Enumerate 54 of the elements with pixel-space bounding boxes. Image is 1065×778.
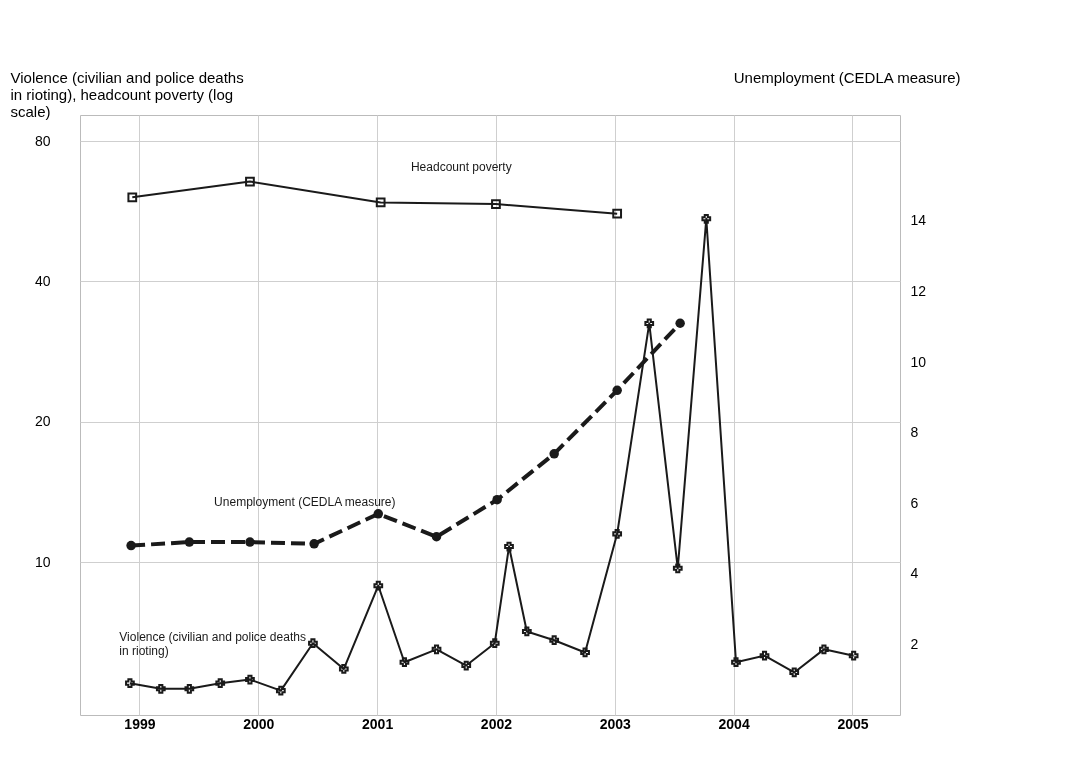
y2-tick-label: 6	[910, 494, 919, 511]
point	[580, 647, 590, 658]
point	[431, 644, 442, 655]
x-tick-label: 2005	[837, 715, 869, 732]
series-label: Unemployment (CEDLA measure)	[214, 494, 396, 509]
point	[491, 199, 501, 209]
y-axis-title: Violence (civilian and police deaths in rioting), headcount poverty (log scale)	[10, 68, 244, 120]
y-tick-label: 20	[34, 413, 51, 430]
point	[789, 667, 800, 678]
point	[308, 638, 318, 649]
point	[375, 197, 386, 208]
point	[731, 657, 741, 668]
point	[275, 685, 286, 696]
point	[701, 213, 712, 224]
point	[504, 541, 514, 552]
x-tick-label: 2001	[362, 715, 394, 732]
point	[245, 176, 255, 187]
y2-tick-label: 12	[910, 282, 927, 299]
y2-tick-label: 14	[910, 212, 927, 229]
y-tick-label: 40	[34, 272, 51, 289]
point	[125, 678, 135, 689]
point	[489, 638, 500, 649]
point	[338, 664, 349, 674]
point	[399, 657, 410, 668]
point	[549, 635, 560, 646]
y-tick-label: 10	[34, 553, 51, 570]
point	[644, 318, 655, 329]
series-label: Violence (civilian and police deaths in rioting)	[119, 629, 306, 658]
point	[155, 683, 166, 694]
x-tick-label: 2000	[243, 715, 275, 732]
y2-tick-label: 4	[910, 565, 919, 582]
y2-tick-label: 2	[910, 635, 919, 652]
point	[184, 683, 195, 694]
point	[759, 650, 770, 661]
point	[215, 678, 226, 689]
y2-axis-title: Unemployment (CEDLA measure)	[733, 68, 961, 86]
x-tick-label: 2004	[718, 715, 750, 732]
point	[612, 528, 623, 539]
point	[127, 192, 138, 203]
point	[819, 644, 829, 655]
y-tick-label: 80	[34, 132, 51, 149]
point	[373, 580, 384, 591]
point	[245, 674, 255, 685]
point	[612, 208, 623, 219]
point	[848, 650, 859, 661]
point	[461, 660, 472, 671]
x-tick-label: 1999	[124, 715, 156, 732]
x-tick-label: 2002	[480, 715, 513, 732]
text: Headcount poverty	[410, 160, 512, 175]
point	[521, 626, 532, 637]
point	[672, 563, 683, 574]
y2-tick-label: 8	[910, 424, 919, 441]
x-tick-label: 2003	[599, 715, 632, 732]
y2-tick-label: 10	[910, 353, 927, 370]
